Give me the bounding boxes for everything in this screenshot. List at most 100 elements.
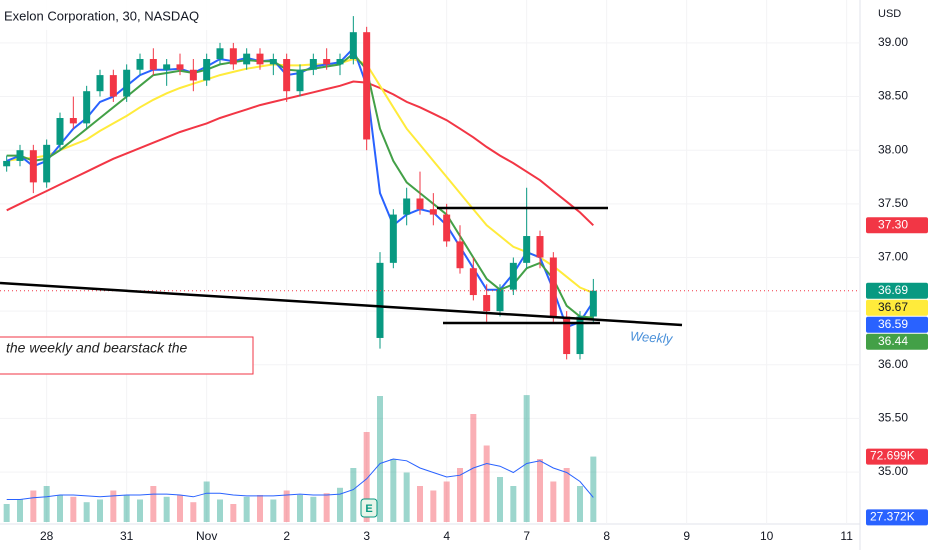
plot [0,0,860,524]
volume-bar [230,504,237,522]
volume-bar [577,486,583,522]
candle-body [563,316,571,355]
candle-body [456,241,464,269]
volume-bar [443,481,450,522]
y-tick-label: 39.00 [878,35,908,49]
volume-bar [563,468,570,522]
candle-body [69,118,77,124]
volume-bar [310,496,317,522]
price-tag [866,299,928,316]
candle-body [589,290,597,317]
candle-body [149,59,157,70]
volume-bar [83,502,90,522]
volume-bar [150,486,157,522]
candle-body [416,198,424,210]
candle-body [443,214,451,242]
volume-bar [483,445,490,522]
volume-bar [190,502,197,522]
candle-body [283,59,291,92]
note-box [0,336,254,375]
candle-body [336,59,344,65]
candle-body [96,75,104,92]
volume-bar [363,432,370,522]
trend-line [0,281,683,327]
candle-body [176,64,184,70]
earnings-label: E [365,503,372,515]
ma-line [6,458,594,500]
candle-body [216,48,224,60]
volume-bar [590,456,597,522]
volume-tag-label: 72.699K [870,449,915,463]
volume-bar [417,486,423,522]
price-tag [866,333,928,350]
volume-bar [350,468,357,522]
candle-body [523,236,531,263]
candle-body [203,59,211,81]
candle-body [136,59,144,70]
volume-bar [57,495,63,522]
y-tick-label: 37.00 [878,250,908,264]
x-tick-label: 31 [120,529,134,543]
y-tick-label: 38.50 [878,89,908,103]
candle-body [29,150,37,183]
candle-body [189,69,197,81]
candle-body [576,316,584,355]
candle-body [109,75,117,97]
volume-tag-label: 27.372K [870,510,915,524]
price-axis: 35.0035.5036.0036.5037.0037.5038.0038.50… [40,35,928,543]
volume-bar [217,499,223,522]
volume-bar [337,487,343,522]
volume-bar [283,490,290,522]
x-tick-label: 3 [363,529,370,543]
candle-body [3,160,11,167]
candle-body [323,59,331,65]
candle-body [496,289,504,312]
y-tick-label: 36.00 [878,357,908,371]
note-text: the weekly and bearstack the [6,340,188,356]
volume-bar [203,481,210,522]
x-tick-label: 8 [603,529,610,543]
price-tag [866,282,928,299]
price-tag-label: 37.30 [878,217,908,231]
volume-tag [866,448,928,465]
candle-body [389,214,397,263]
y-tick-label: 35.00 [878,464,908,478]
candle-body [376,262,384,338]
candle-body [123,69,131,97]
volume-bar [297,495,303,522]
volume-bar [70,496,77,522]
candle-body [469,268,477,296]
volume-bar [537,459,543,522]
candle-body [269,59,277,65]
price-tag-label: 36.44 [878,334,908,348]
volume-bar [270,499,277,522]
volume-bar [137,499,143,522]
candle-body [56,118,64,145]
price-tag-label: 36.59 [878,317,908,331]
price-tag-label: 36.67 [878,300,908,314]
candle-body [163,64,171,70]
candle-body [483,295,491,312]
candle-body [43,144,51,183]
volume-bar [497,477,503,522]
volume-bar [257,495,263,522]
volume-bar [243,496,250,522]
x-tick-label: 2 [283,529,290,543]
candle-body [256,53,264,65]
volume-tag [866,509,928,526]
volume-bar [323,493,330,522]
x-tick-label: 4 [443,529,450,543]
price-tag-label: 36.69 [878,283,908,297]
volume-bar [17,499,23,522]
volume-bar [3,504,10,522]
earnings-marker[interactable] [360,498,378,518]
volume-bar [550,481,557,522]
price-tag [866,217,928,234]
candle-body [536,236,544,258]
volume-bar [390,459,397,522]
y-tick-label: 38.00 [878,142,908,156]
candle-body [363,32,371,140]
volume-bar [457,468,463,522]
volume-bar [123,495,130,522]
